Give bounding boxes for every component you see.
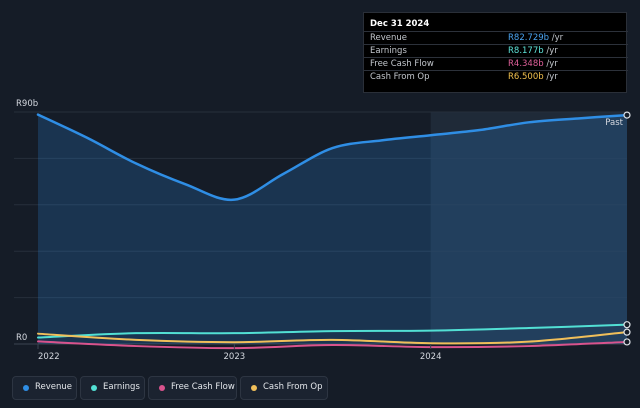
series-line-cash-from-op bbox=[37, 331, 628, 345]
tooltip-row-earnings: Earnings R8.177b /yr bbox=[364, 44, 628, 57]
tooltip-value: R82.729b bbox=[508, 33, 550, 43]
gridlines bbox=[14, 111, 627, 345]
past-region-highlight bbox=[430, 112, 627, 344]
endpoint-marker-earnings bbox=[623, 321, 631, 329]
tooltip-label: Cash From Op bbox=[370, 72, 430, 82]
tooltip-value: R4.348b bbox=[508, 59, 544, 69]
tooltip-row-free-cash-flow: Free Cash Flow R4.348b /yr bbox=[364, 57, 628, 70]
x-tick-label: 2024 bbox=[420, 352, 442, 362]
series-line-revenue bbox=[36, 113, 629, 201]
tooltip-value: R6.500b bbox=[508, 72, 544, 82]
tooltip-label: Revenue bbox=[370, 33, 408, 43]
endpoint-marker-free-cash-flow bbox=[623, 338, 631, 346]
legend-cash-from-op[interactable]: Cash From Op bbox=[240, 376, 328, 400]
x-tick-label: 2022 bbox=[38, 352, 60, 362]
legend-label: Revenue bbox=[35, 382, 73, 392]
tooltip-panel: Dec 31 2024 Revenue R82.729b /yr Earning… bbox=[363, 12, 628, 93]
endpoint-marker-revenue bbox=[623, 111, 631, 119]
legend-label: Cash From Op bbox=[263, 382, 323, 392]
tooltip-value: R8.177b bbox=[508, 46, 544, 56]
legend-revenue[interactable]: Revenue bbox=[12, 376, 77, 400]
tooltip-row-cash-from-op: Cash From Op R6.500b /yr bbox=[364, 70, 628, 83]
endpoint-markers bbox=[623, 111, 631, 346]
tooltip-row-revenue: Revenue R82.729b /yr bbox=[364, 31, 628, 44]
endpoint-marker-cash-from-op bbox=[623, 328, 631, 336]
legend-label: Free Cash Flow bbox=[171, 382, 235, 392]
y-axis-top-label: R90b bbox=[16, 99, 38, 109]
tooltip-unit: /yr bbox=[543, 72, 558, 82]
tooltip-label: Earnings bbox=[370, 46, 407, 56]
series-area-revenue bbox=[38, 114, 627, 344]
legend-label: Earnings bbox=[103, 382, 140, 392]
series-line-earnings bbox=[37, 323, 628, 339]
x-axis-ticks: 2022 2023 2024 bbox=[37, 344, 442, 362]
series-line-free-cash-flow bbox=[37, 340, 628, 350]
tooltip-unit: /yr bbox=[543, 46, 558, 56]
legend-dot-icon bbox=[23, 385, 29, 391]
tooltip-unit: /yr bbox=[543, 59, 558, 69]
y-axis-bottom-label: R0 bbox=[16, 333, 27, 343]
legend-earnings[interactable]: Earnings bbox=[80, 376, 145, 400]
tooltip-date: Dec 31 2024 bbox=[370, 19, 430, 29]
legend-free-cash-flow[interactable]: Free Cash Flow bbox=[148, 376, 237, 400]
legend-dot-icon bbox=[159, 385, 165, 391]
series-layer bbox=[36, 113, 629, 350]
legend-dot-icon bbox=[251, 385, 257, 391]
tooltip-unit: /yr bbox=[549, 33, 564, 43]
past-label: Past bbox=[605, 118, 623, 128]
legend-dot-icon bbox=[91, 385, 97, 391]
x-tick-label: 2023 bbox=[224, 352, 246, 362]
tooltip-label: Free Cash Flow bbox=[370, 59, 434, 69]
